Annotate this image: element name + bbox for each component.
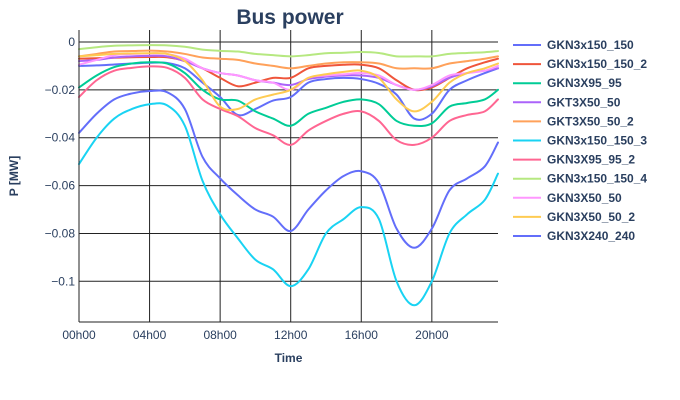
legend-item[interactable]: GKT3X50_50 [513,95,621,109]
y-tick-label: −0.04 [45,131,76,145]
x-tick-label: 12h00 [274,328,308,342]
y-tick-label: 0 [68,35,75,49]
gridlines [79,30,498,322]
x-tick-label: 20h00 [415,328,449,342]
legend-item[interactable]: GKN3x150_150_3 [513,134,647,148]
legend-label: GKT3X50_50 [547,95,621,109]
y-tick-label: −0.1 [51,274,75,288]
legend-label: GKN3x150_150_3 [547,134,647,148]
series-line-gkn3x240-240 [78,89,499,249]
y-tick-label: −0.06 [45,179,76,193]
legend-label: GKN3x150_150 [547,38,634,52]
x-tick-label: 08h00 [203,328,237,342]
legend-label: GKN3X50_50 [547,191,622,205]
legend-label: GKN3x150_150_4 [547,172,647,186]
legend-item[interactable]: GKN3x150_150_2 [513,57,647,71]
legend-label: GKT3X50_50_2 [547,114,634,128]
series-lines [78,44,499,307]
legend-item[interactable]: GKN3X50_50 [513,191,622,205]
legend-label: GKN3X240_240 [547,229,635,243]
axes: 00h00 04h00 08h00 12h00 16h00 20h00 0 −0.02 −0.0… [45,30,498,342]
legend-label: GKN3x150_150_2 [547,57,647,71]
y-axis-title: P [MW] [7,156,21,196]
legend[interactable]: GKN3x150_150 GKN3x150_150_2 GKN3X95_95 GKT3… [513,38,647,243]
chart-title: Bus power [236,6,344,29]
legend-item[interactable]: GKN3X95_95 [513,76,622,90]
legend-item[interactable]: GKN3X95_95_2 [513,153,635,167]
x-axis-title: Time [275,351,303,365]
series-line-gkt3x50-50-2 [78,49,499,70]
legend-label: GKN3X50_50_2 [547,210,635,224]
series-line-gkn3x95-95-2 [78,65,499,146]
series-line-gkn3x150-150-4 [78,44,499,58]
legend-label: GKN3X95_95_2 [547,153,635,167]
legend-item[interactable]: GKN3x150_150 [513,38,634,52]
series-line-gkn3x150-150-3 [78,102,499,307]
series-line-gkt3x50-50 [78,54,499,91]
series-line-gkn3x150-150-2 [78,55,499,92]
x-tick-label: 00h00 [62,328,96,342]
x-tick-label: 16h00 [345,328,379,342]
legend-item[interactable]: GKT3X50_50_2 [513,114,634,128]
series-line-gkn3x50-50-2 [78,52,499,113]
legend-item[interactable]: GKN3X50_50_2 [513,210,635,224]
x-tick-label: 04h00 [133,328,167,342]
legend-item[interactable]: GKN3X240_240 [513,229,635,243]
legend-item[interactable]: GKN3x150_150_4 [513,172,647,186]
legend-label: GKN3X95_95 [547,76,622,90]
series-line-gkn3x95-95 [78,61,499,128]
y-tick-label: −0.08 [45,226,76,240]
y-tick-label: −0.02 [45,83,76,97]
